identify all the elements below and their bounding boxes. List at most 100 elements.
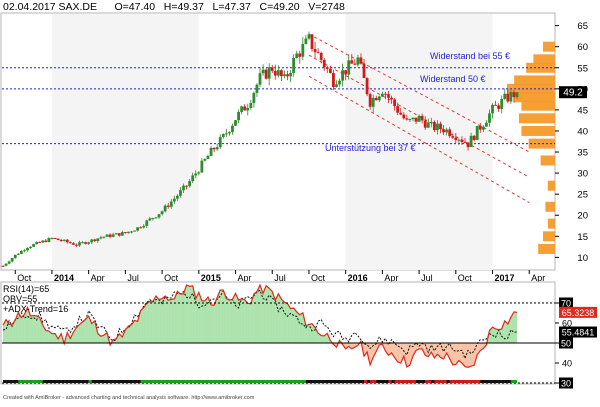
candle-body [298,53,302,57]
rsi-fill-segment [296,311,300,343]
adx-strip-segment [483,380,487,383]
indicator-lines [2,283,518,368]
candle-body [35,242,39,245]
adx-strip-segment [15,380,19,383]
candle-body [304,38,308,44]
candle-body [338,80,341,85]
rsi-fill-segment [468,343,472,368]
rsi-fill-segment [492,327,496,343]
candle-body [136,227,140,231]
candle-body [160,211,164,215]
rsi-value-badge: 65.3238 [562,308,595,318]
indicator-pane[interactable] [0,281,556,385]
adx-strip-segment [354,380,359,383]
candle-body [169,201,173,207]
rsi-fill-segment [201,300,205,343]
time-tick-label: Oct [458,273,473,283]
candle-body [246,107,250,111]
adx-strip-segment [321,380,325,383]
rsi-fill-segment [498,329,502,343]
rsi-fill-segment [137,310,141,343]
annotation-resistance-50: Widerstand 50 € [420,74,486,84]
candle-body [120,232,124,236]
adx-strip-segment [501,380,505,383]
price-tick-label: 45 [577,105,588,116]
candle-body [108,234,112,237]
time-tick-label: Oct [164,273,179,283]
rsi-fill-segment [446,343,450,359]
candle-body [142,225,146,228]
adx-strip-segment [211,380,215,383]
candle-body [65,239,69,243]
adx-strip-segment [226,380,230,383]
rsi-fill-segment [293,308,297,343]
candle-body [377,96,381,101]
candle-body [151,218,155,220]
rsi-fill-segment [162,295,166,343]
adx-strip-segment [61,380,65,383]
rsi-fill-segment [204,297,208,343]
adx-strip-segment [360,380,365,383]
adx-strip-segment [189,380,193,383]
rsi-fill [3,285,517,368]
rsi-fill-segment [131,320,135,343]
last-price-value: 49.2 [563,88,583,99]
ref-badge-50: 50 [561,339,571,349]
candle-body [148,218,152,221]
candle-body [500,98,504,109]
rsi-fill-segment [51,333,56,343]
time-tick-label: Jul [127,273,139,283]
adx-strip-segment [464,380,469,383]
candle-body [252,92,256,103]
rsi-fill-segment [458,343,462,364]
price-tick-label: 65 [577,21,588,32]
adx-strip-segment [180,380,184,383]
adx-strip-segment [403,380,408,383]
adx-strip-segment [428,380,432,383]
candle-body [310,34,314,50]
adx-strip-segment [30,380,34,383]
adx-strip-segment [256,380,261,383]
adx-strip-segment [455,380,460,383]
rsi-fill-segment [373,343,377,358]
volume-profile-bar [514,92,555,103]
time-axis: Oct 2014 Apr Jul Oct 2015 Apr Jul Oct 2016 Apr Jul O… [14,270,545,283]
candle-body [506,93,510,102]
rsi-fill-segment [171,298,175,343]
candle-body [292,57,296,73]
adx-strip-segment [302,380,307,383]
adx-strip-segment [461,380,466,383]
candle-body [393,99,397,107]
adx-strip-segment [507,380,512,383]
indicator-plot-area[interactable] [0,281,556,385]
candle-body [485,122,488,127]
adx-strip-segment [39,380,43,383]
price-tick-label: 40 [577,126,588,137]
rsi-fill-segment [425,343,429,357]
adx-strip-segment [324,380,328,383]
candle-body [488,113,491,123]
adx-strip-segment [220,380,224,383]
rsi-fill-segment [281,299,285,343]
adx-strip-segment [345,380,349,383]
adx-strip-segment [260,380,264,383]
last-price-badge-bg [559,86,587,99]
candle-body [212,147,216,150]
rsi-fill-segment [275,293,279,343]
adx-strip-segment [174,380,178,383]
adx-strip-segment [244,380,248,383]
legend-obv: OBV=55 [3,294,37,304]
rsi-fill-segment [229,299,233,343]
adx-strip-segment [155,380,160,383]
rsi-fill-segment [287,303,291,343]
adx-strip-segment [217,380,221,383]
price-tick-label: 35 [577,148,588,159]
adx-strip-segment [492,380,496,383]
rsi-fill-segment [437,343,441,358]
adx-strip-segment [348,380,352,383]
adx-strip-segment [85,380,89,383]
adx-strip-segment [495,380,499,383]
adx-strip-segment [235,380,239,383]
adx-strip-segment [36,380,40,383]
